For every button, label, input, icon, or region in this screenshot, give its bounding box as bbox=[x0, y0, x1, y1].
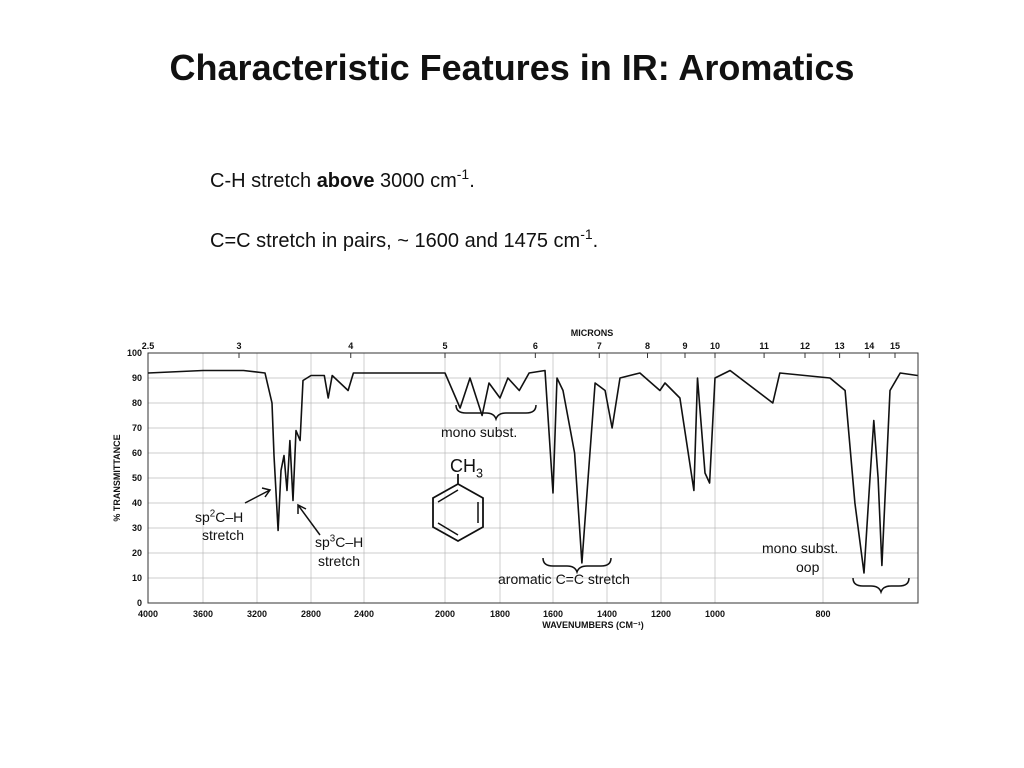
arrow bbox=[297, 503, 321, 536]
brace bbox=[455, 404, 537, 422]
text-run: -1 bbox=[457, 166, 470, 182]
text-run: mono subst. bbox=[762, 540, 838, 556]
y-tick-label: 60 bbox=[132, 448, 142, 458]
text-run: oop bbox=[796, 559, 820, 575]
x-tick-label: 1600 bbox=[543, 609, 563, 619]
text-run: stretch bbox=[202, 527, 244, 543]
x-axis-label: WAVENUMBERS (CM⁻¹) bbox=[542, 620, 644, 630]
x-tick-label: 1800 bbox=[490, 609, 510, 619]
text-run: 3 bbox=[330, 533, 336, 544]
top-tick-label: 12 bbox=[800, 341, 810, 351]
x-tick-label: 2000 bbox=[435, 609, 455, 619]
spectrum-line bbox=[147, 369, 918, 574]
text-run: 2 bbox=[210, 508, 215, 519]
slide-title: Characteristic Features in IR: Aromatics bbox=[170, 47, 855, 88]
text-run: C–H bbox=[215, 509, 243, 525]
y-tick-label: 20 bbox=[132, 548, 142, 558]
top-tick-label: 5 bbox=[442, 341, 447, 351]
annotation: mono subst. bbox=[441, 424, 517, 440]
y-tick-label: 90 bbox=[132, 373, 142, 383]
y-tick-label: 40 bbox=[132, 498, 142, 508]
benzene bbox=[432, 474, 484, 543]
text-run: . bbox=[593, 230, 599, 252]
top-tick-label: 8 bbox=[645, 341, 650, 351]
annotation: mono subst. bbox=[762, 540, 838, 556]
top-tick-label: 3 bbox=[236, 341, 241, 351]
top-tick-label: 15 bbox=[890, 341, 900, 351]
x-tick-label: 2800 bbox=[301, 609, 321, 619]
text-run: -1 bbox=[580, 226, 593, 242]
y-tick-label: 70 bbox=[132, 423, 142, 433]
text-run: stretch bbox=[318, 553, 360, 569]
brace bbox=[542, 557, 612, 575]
top-tick-label: 10 bbox=[710, 341, 720, 351]
y-tick-label: 30 bbox=[132, 523, 142, 533]
top-tick-label: 14 bbox=[864, 341, 874, 351]
x-tick-label: 1400 bbox=[597, 609, 617, 619]
top-tick-label: 13 bbox=[835, 341, 845, 351]
text-run: mono subst. bbox=[441, 424, 517, 440]
text-run: aromatic C=C stretch bbox=[498, 571, 630, 587]
x-tick-label: 2400 bbox=[354, 609, 374, 619]
top-axis-label: MICRONS bbox=[571, 328, 614, 338]
y-tick-label: 80 bbox=[132, 398, 142, 408]
text-run: C–H bbox=[335, 534, 363, 550]
y-tick-label: 100 bbox=[127, 348, 142, 358]
annotation: aromatic C=C stretch bbox=[498, 571, 630, 587]
text-run: above bbox=[317, 170, 375, 192]
annotation: sp2C–H bbox=[195, 508, 243, 525]
y-tick-label: 50 bbox=[132, 473, 142, 483]
top-tick-label: 11 bbox=[759, 341, 769, 351]
x-tick-label: 1000 bbox=[705, 609, 725, 619]
top-tick-label: 4 bbox=[348, 341, 353, 351]
arrow bbox=[244, 487, 272, 504]
text-run: sp bbox=[195, 509, 210, 525]
plot-frame bbox=[147, 352, 919, 604]
top-tick-label: 2.5 bbox=[142, 341, 155, 351]
text-run: 3000 cm bbox=[375, 170, 457, 192]
text-run: C-H stretch bbox=[210, 170, 317, 192]
annotation: stretch bbox=[318, 553, 360, 569]
x-tick-label: 800 bbox=[815, 609, 830, 619]
bullets: C-H stretch above 3000 cm-1.C=C stretch … bbox=[210, 166, 598, 252]
x-tick-label: 3600 bbox=[193, 609, 213, 619]
top-tick-label: 9 bbox=[682, 341, 687, 351]
annotation: CH3 bbox=[450, 456, 483, 480]
y-axis-label: % TRANSMITTANCE bbox=[112, 434, 122, 521]
annotation: oop bbox=[796, 559, 820, 575]
text-run: 3 bbox=[476, 466, 483, 480]
top-tick-label: 6 bbox=[533, 341, 538, 351]
brace bbox=[852, 577, 910, 595]
text-run: CH bbox=[450, 456, 476, 476]
x-tick-label: 4000 bbox=[138, 609, 158, 619]
x-tick-label: 1200 bbox=[651, 609, 671, 619]
text-run: C=C stretch in pairs, ~ 1600 and 1475 cm bbox=[210, 230, 580, 252]
text-run: sp bbox=[315, 534, 330, 550]
bullet: C-H stretch above 3000 cm-1. bbox=[210, 166, 475, 192]
text-run: . bbox=[469, 170, 475, 192]
top-tick-label: 7 bbox=[597, 341, 602, 351]
y-tick-label: 0 bbox=[137, 598, 142, 608]
annotation: stretch bbox=[202, 527, 244, 543]
x-tick-label: 3200 bbox=[247, 609, 267, 619]
bullet: C=C stretch in pairs, ~ 1600 and 1475 cm… bbox=[210, 226, 598, 252]
y-tick-label: 10 bbox=[132, 573, 142, 583]
annotation: sp3C–H bbox=[315, 533, 363, 550]
